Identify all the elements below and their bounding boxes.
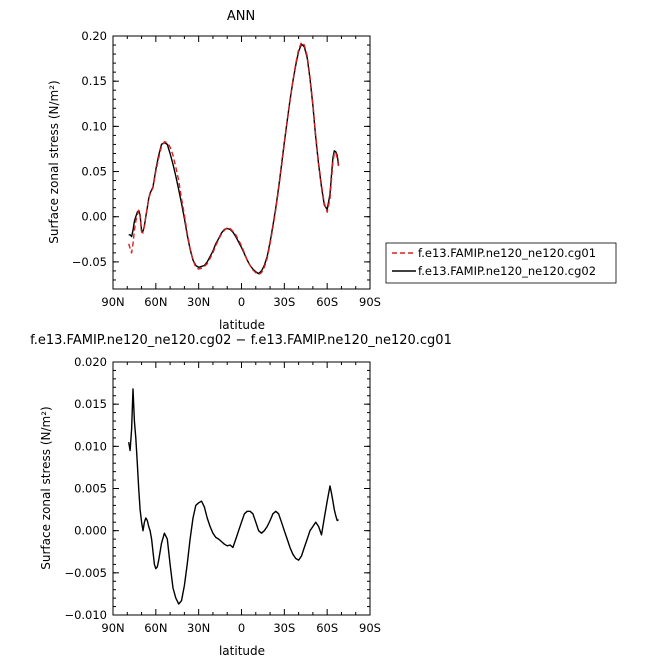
top-x-tick-label: 90N bbox=[101, 295, 124, 309]
top-y-tick-label: 0.05 bbox=[81, 165, 107, 179]
top-x-tick-label: 60N bbox=[144, 295, 167, 309]
bottom-plot-frame bbox=[112, 361, 371, 616]
bottom-x-tick-label: 30N bbox=[187, 621, 210, 635]
top-y-tick-label: −0.05 bbox=[72, 255, 107, 269]
bottom-y-tick-label: 0.000 bbox=[74, 524, 107, 538]
bottom-y-tick-label: 0.020 bbox=[74, 355, 107, 369]
bottom-y-tick-label: 0.005 bbox=[74, 482, 107, 496]
top-x-tick-label: 30N bbox=[187, 295, 210, 309]
top-x-tick-label: 0 bbox=[238, 295, 245, 309]
legend: f.e13.FAMIP.ne120_ne120.cg01 f.e13.FAMIP… bbox=[385, 242, 617, 284]
bottom-x-tick-label: 90N bbox=[101, 621, 124, 635]
top-chart-title: ANN bbox=[227, 9, 255, 24]
top-series-line-0 bbox=[128, 41, 340, 276]
top-x-axis-label: latitude bbox=[219, 318, 265, 332]
bottom-panel: f.e13.FAMIP.ne120_ne120.cg02 − f.e13.FAM… bbox=[30, 333, 452, 658]
top-panel: ANN 90N 60N 30N 0 30S 60S 90S −0.05 0.00 0.05 0.10… bbox=[47, 9, 381, 332]
top-y-tick-label: 0.20 bbox=[81, 29, 107, 43]
legend-label-cg01: f.e13.FAMIP.ne120_ne120.cg01 bbox=[418, 246, 596, 260]
bottom-x-tick-label: 0 bbox=[238, 621, 245, 635]
bottom-y-axis-label: Surface zonal stress (N/m²) bbox=[39, 406, 53, 570]
bottom-x-axis-label: latitude bbox=[219, 644, 265, 658]
bottom-chart-title: f.e13.FAMIP.ne120_ne120.cg02 − f.e13.FAM… bbox=[30, 333, 452, 348]
legend-frame bbox=[385, 242, 617, 284]
bottom-x-tick-label: 60S bbox=[316, 621, 338, 635]
top-y-tick-label: 0.00 bbox=[81, 210, 107, 224]
top-y-axis-label: Surface zonal stress (N/m²) bbox=[47, 80, 61, 244]
top-x-tick-label: 60S bbox=[316, 295, 338, 309]
bottom-x-tick-label: 60N bbox=[144, 621, 167, 635]
top-plot-frame bbox=[112, 35, 371, 290]
bottom-y-tick-label: 0.015 bbox=[74, 397, 107, 411]
bottom-x-tick-label: 30S bbox=[273, 621, 295, 635]
top-x-tick-label: 30S bbox=[273, 295, 295, 309]
bottom-y-tick-label: −0.005 bbox=[64, 566, 107, 580]
bottom-x-tick-label: 90S bbox=[359, 621, 381, 635]
top-x-tick-label: 90S bbox=[359, 295, 381, 309]
bottom-y-tick-label: 0.010 bbox=[74, 439, 107, 453]
bottom-y-tick-label: −0.010 bbox=[64, 608, 107, 622]
bottom-plot-area: 90N 60N 30N 0 30S 60S 90S −0.010 −0.005 0.000 0.00… bbox=[64, 355, 381, 635]
top-y-tick-label: 0.15 bbox=[81, 74, 107, 88]
top-plot-area: 90N 60N 30N 0 30S 60S 90S −0.05 0.00 0.05 0.10 0.15… bbox=[72, 29, 381, 309]
legend-label-cg02: f.e13.FAMIP.ne120_ne120.cg02 bbox=[418, 264, 596, 278]
top-series-line-1 bbox=[128, 43, 340, 275]
bottom-series-line-0 bbox=[128, 388, 339, 605]
top-y-tick-label: 0.10 bbox=[81, 119, 107, 133]
